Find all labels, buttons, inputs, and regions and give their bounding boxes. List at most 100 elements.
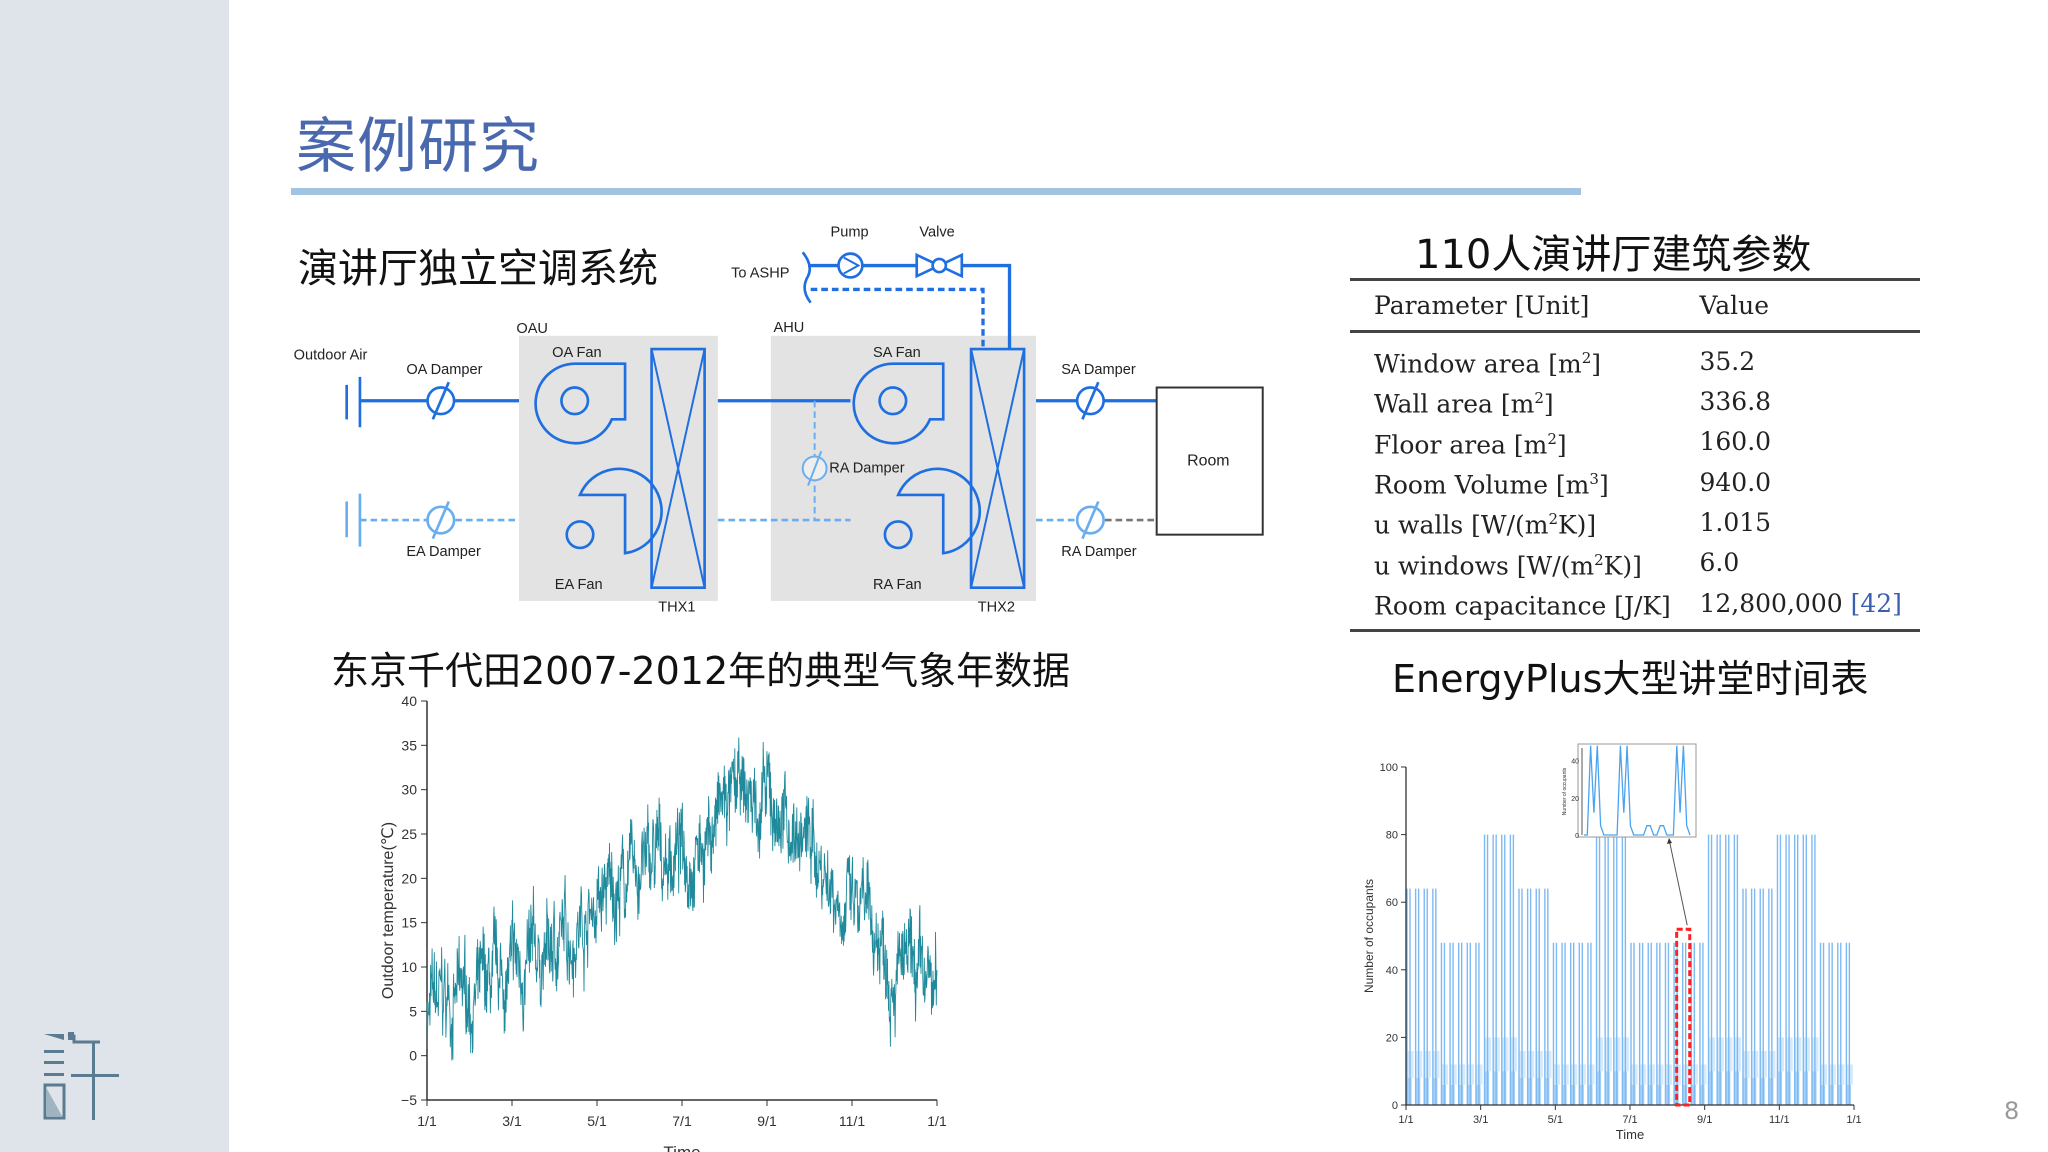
oa-damper-icon	[426, 381, 456, 420]
oa-fan-icon	[534, 362, 627, 445]
label-sa-damper: SA Damper	[1061, 362, 1136, 378]
value-cell: 12,800,000 [42]	[1699, 582, 1920, 633]
temperature-chart: −5 0 5 10 15 20 25 30 35 40 1/1 3/1 5/1 7/1 9/1 11/1 1/1…	[380, 693, 947, 1152]
x-tick-label: 11/1	[839, 1113, 865, 1129]
y-tick-label: 0	[409, 1048, 417, 1064]
page-number: 8	[2004, 1097, 2020, 1125]
x-tick-label: 7/1	[1622, 1114, 1637, 1126]
y-tick-label: 60	[1386, 897, 1398, 909]
parameter-cell: u windows [W/(m2K)]	[1350, 543, 1699, 583]
unit-exponent: 3	[1589, 469, 1599, 488]
supply-water-pipe	[808, 263, 1012, 350]
parameter-cell: u walls [W/(m2K)]	[1350, 502, 1699, 542]
logo-icon: 許	[43, 1032, 119, 1120]
valve-icon	[915, 252, 964, 279]
ra-damper-inner-icon	[801, 450, 828, 486]
unit-exponent: 2	[1581, 349, 1592, 367]
unit-exponent: 2	[1548, 510, 1558, 529]
y-tick-label: 25	[401, 826, 417, 842]
parameter-cell: Wall area [m2]	[1350, 381, 1699, 421]
label-ra-fan: RA Fan	[873, 577, 922, 593]
table-heading: 110人演讲厅建筑参数	[1415, 232, 1812, 278]
y-tick-label: 40	[401, 693, 417, 709]
pump-icon	[837, 252, 864, 279]
parameter-cell: Window area [m2]	[1350, 332, 1699, 382]
x-tick-label: 1/1	[927, 1113, 947, 1129]
y-tick-label: 10	[401, 959, 417, 975]
label-oa-damper: OA Damper	[406, 362, 482, 378]
ea-damper-icon	[426, 500, 456, 540]
x-tick-label: 9/1	[1697, 1114, 1712, 1126]
x-tick-label: 1/1	[417, 1113, 437, 1129]
value-cell: 160.0	[1699, 422, 1920, 462]
label-oa-fan: OA Fan	[552, 345, 601, 361]
x-tick-label: 11/1	[1769, 1114, 1790, 1126]
ra-fan-icon	[883, 467, 982, 555]
value-text: 6.0	[1699, 548, 1740, 578]
sa-fan-icon	[852, 362, 945, 445]
table-row: Window area [m2] 35.2	[1350, 332, 1920, 382]
label-ra-damper: RA Damper	[1061, 544, 1136, 560]
y-tick-label: 35	[401, 737, 417, 753]
inset-y-axis-label: Number of occupants	[1562, 767, 1568, 815]
parameter-cell: Room Volume [m3]	[1350, 462, 1699, 502]
label-outdoor-air: Outdoor Air	[294, 348, 368, 364]
parameter-cell: Room capacitance [J/K]	[1350, 582, 1700, 633]
unit-exponent: 2	[1594, 550, 1604, 569]
arrowhead-icon	[1667, 838, 1672, 844]
value-text: 336.8	[1699, 386, 1772, 416]
sa-damper-icon	[1075, 381, 1105, 420]
exhaust-outlet-icon	[345, 493, 362, 547]
x-tick-label: 5/1	[587, 1113, 607, 1129]
sidebar-panel	[0, 0, 229, 1152]
table-row: u walls [W/(m2K)] 1.015	[1350, 502, 1920, 542]
thx2-heat-exchanger-icon	[969, 347, 1026, 590]
inset-y-tick-label: 20	[1571, 796, 1579, 803]
unit-tail: ]	[1556, 429, 1567, 459]
value-text: 160.0	[1699, 427, 1772, 457]
x-tick-label: 9/1	[757, 1113, 777, 1129]
citation-link[interactable]: [42]	[1850, 588, 1902, 618]
column-header-value: Value	[1699, 278, 1920, 333]
parameter-name: u walls [W/(m	[1374, 510, 1549, 540]
column-header-parameter: Parameter [Unit]	[1350, 278, 1700, 333]
y-tick-label: 0	[1392, 1100, 1398, 1112]
table-row: Wall area [m2] 336.8	[1350, 381, 1920, 421]
table-row: Floor area [m2] 160.0	[1350, 422, 1920, 462]
value-cell: 35.2	[1699, 332, 1920, 382]
outdoor-air-inlet-icon	[345, 376, 362, 428]
parameter-name: Wall area [m	[1374, 389, 1535, 419]
value-text: 12,800,000	[1699, 588, 1843, 618]
y-tick-label: 20	[1386, 1032, 1398, 1044]
inset-occupancy-line	[1584, 745, 1691, 836]
hvac-diagram: To ASHP Pump Valve OAU AHU Outdoor Air O…	[294, 224, 1264, 616]
inset-pointer-arrow	[1668, 838, 1688, 926]
inset-y-tick-label: 40	[1571, 759, 1579, 766]
y-tick-label: 20	[401, 870, 417, 886]
label-ra-damper-inner: RA Damper	[829, 460, 904, 476]
inset-y-tick-label: 0	[1575, 833, 1579, 840]
y-tick-label: 15	[401, 915, 417, 931]
unit-exponent: 2	[1547, 429, 1557, 448]
ra-damper-icon	[1075, 500, 1105, 540]
y-tick-label: 100	[1380, 762, 1398, 774]
value-text: 1.015	[1699, 507, 1772, 537]
label-valve: Valve	[919, 224, 954, 240]
unit-tail: ]	[1591, 349, 1602, 379]
value-cell: 940.0	[1699, 462, 1920, 502]
label-thx1: THX1	[658, 600, 695, 616]
y-axis-label: Outdoor temperature(℃)	[380, 822, 397, 999]
table-row: Room Volume [m3] 940.0	[1350, 462, 1920, 502]
label-sa-fan: SA Fan	[873, 345, 921, 361]
thx1-heat-exchanger-icon	[650, 347, 706, 590]
unit-tail: ]	[1543, 389, 1554, 419]
unit-tail: K)]	[1603, 550, 1642, 580]
title-underline	[291, 188, 1581, 195]
room-box	[1155, 386, 1264, 536]
unit-tail: ]	[1598, 470, 1609, 500]
x-tick-label: 3/1	[1473, 1114, 1488, 1126]
label-ea-fan: EA Fan	[555, 577, 603, 593]
label-ahu: AHU	[774, 320, 805, 336]
value-cell: 336.8	[1699, 381, 1920, 421]
occupancy-chart: 0 20 40 60 80 100 1/1 3/1 5/1 7/1 9/1 11/1 1/1 Time Nu…	[1362, 743, 1862, 1142]
